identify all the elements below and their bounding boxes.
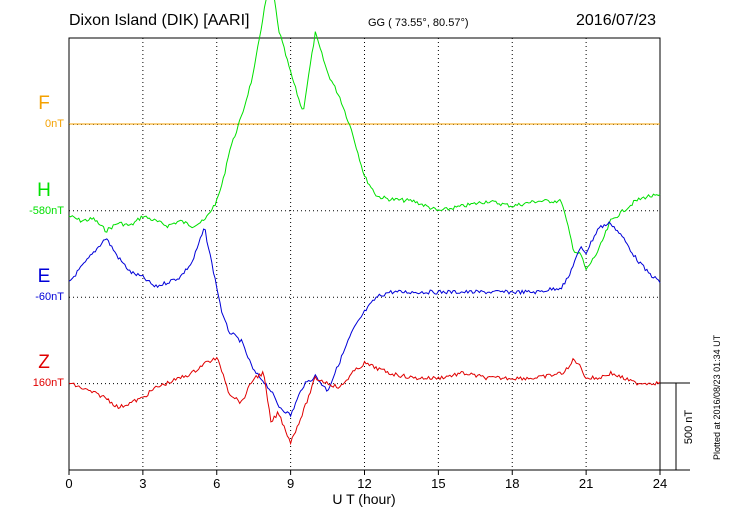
grid-lines bbox=[69, 38, 660, 470]
x-tick-label: 3 bbox=[139, 476, 146, 491]
channel-offset-e: -60nT bbox=[35, 291, 64, 303]
x-tick-label: 24 bbox=[653, 476, 667, 491]
channel-offset-f: 0nT bbox=[45, 118, 64, 130]
series-lines bbox=[68, 0, 661, 446]
x-tick-label: 21 bbox=[579, 476, 593, 491]
scale-bar: 500 nT bbox=[660, 382, 695, 471]
channel-offset-z: 160nT bbox=[33, 377, 64, 389]
x-tick-label: 9 bbox=[287, 476, 294, 491]
x-tick-label: 18 bbox=[505, 476, 519, 491]
series-line-z bbox=[68, 356, 661, 446]
series-line-e bbox=[68, 221, 661, 418]
channel-offset-h: -580nT bbox=[29, 205, 64, 217]
scale-bar-label: 500 nT bbox=[683, 410, 695, 445]
series-line-h bbox=[68, 0, 661, 271]
channel-label-f: F bbox=[38, 93, 50, 114]
x-axis-label: U T (hour) bbox=[332, 491, 395, 507]
plotted-timestamp: Plotted at 2016/08/23 01:34 UT bbox=[712, 334, 722, 460]
geographic-coords: GG ( 73.55°, 80.57°) bbox=[368, 17, 469, 29]
x-tick-label: 6 bbox=[213, 476, 220, 491]
x-axis-ticks: 0 3 6 9 12 15 18 21 24 bbox=[65, 470, 667, 491]
channel-label-z: Z bbox=[38, 352, 50, 373]
x-tick-label: 0 bbox=[65, 476, 72, 491]
channel-label-h: H bbox=[37, 180, 51, 201]
x-tick-label: 15 bbox=[431, 476, 445, 491]
x-tick-label: 12 bbox=[357, 476, 371, 491]
channel-label-e: E bbox=[38, 266, 51, 287]
chart-date: 2016/07/23 bbox=[576, 12, 657, 29]
station-title: Dixon Island (DIK) [AARI] bbox=[69, 12, 250, 29]
channel-labels: F 0nT H -580nT E -60nT Z 160nT bbox=[29, 93, 64, 389]
